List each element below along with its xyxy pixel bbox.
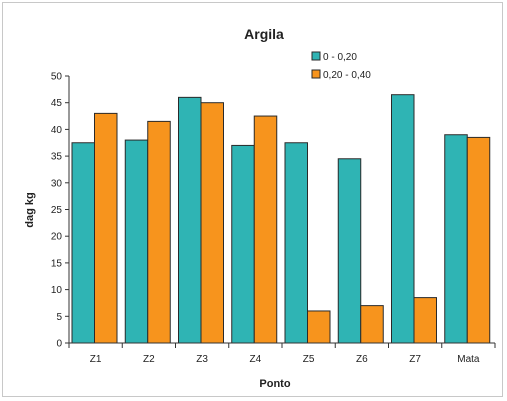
y-tick-label: 0 [56,339,62,350]
y-tick-label: 10 [51,285,63,296]
x-axis-title: Ponto [259,378,290,390]
chart-title: Argila [244,26,284,42]
bar-series1-z3 [178,96,202,344]
y-tick-label: 20 [51,232,63,243]
y-tick-label: 30 [51,178,63,189]
bar-series1-z6 [337,158,362,344]
bar-series2-mata [466,136,491,344]
plot-area: 0 5 10 15 20 25 30 35 40 45 50 Z1 Z2 Z3 Z4 Z5 Z6 Z7 Mata [51,72,496,365]
y-tick-label: 40 [51,125,63,136]
chart-frame: Argila dag kg Ponto 0 5 10 15 20 25 30 35 40 45 50… [2,2,503,397]
y-tick-label: 15 [51,258,63,269]
x-tick-label: Z3 [196,354,208,365]
y-tick-label: 45 [51,98,63,109]
bar-series2-z4 [253,115,278,344]
y-axis-title: dag kg [24,192,36,227]
x-tick-label: Z5 [303,354,315,365]
bar-series1-z2 [124,139,149,344]
legend-label: 0 - 0,20 [323,52,357,63]
bar-series1-z5 [284,142,308,344]
x-tick-label: Z1 [90,354,102,365]
x-tick-label: Mata [457,354,480,365]
bar-series1-z1 [71,142,95,344]
legend: 0 - 0,20 0,20 - 0,40 [311,51,371,81]
bar-chart: Argila dag kg Ponto 0 5 10 15 20 25 30 35 40 45 50… [24,26,496,390]
bar-series2-z7 [413,297,437,344]
bar-series2-z5 [307,310,331,344]
legend-label: 0,20 - 0,40 [323,70,371,81]
bar-series2-z6 [360,305,384,344]
x-tick-label: Z2 [143,354,155,365]
bar-series2-z2 [147,120,171,344]
legend-swatch [311,51,321,61]
bar-series1-z4 [231,144,255,344]
bar-series2-z1 [94,112,118,344]
x-tick-label: Z6 [356,354,368,365]
legend-swatch [311,69,321,79]
y-tick-label: 50 [51,72,63,83]
bar-series1-mata [444,134,468,344]
x-tick-label: Z7 [409,354,421,365]
y-tick-label: 35 [51,152,63,163]
y-tick-label: 5 [56,312,62,323]
x-tick-label: Z4 [250,354,262,365]
y-tick-label: 25 [51,205,63,216]
bar-series2-z3 [200,102,224,344]
bar-series1-z7 [391,94,415,344]
